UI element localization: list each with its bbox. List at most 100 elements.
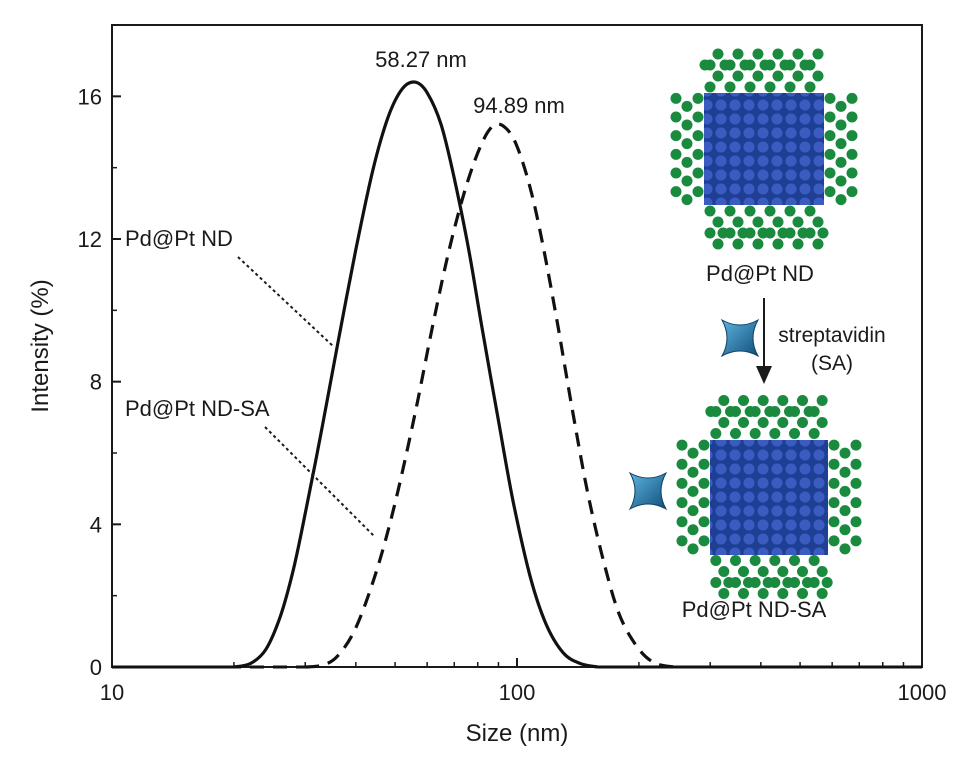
- shell-dot: [757, 395, 769, 406]
- shell-dot: [835, 119, 847, 131]
- y-tick-label: 0: [90, 655, 102, 680]
- shell-dot: [835, 194, 847, 206]
- shell-dot: [724, 205, 736, 217]
- series-line-nd: [233, 80, 598, 669]
- shell-dot: [828, 516, 840, 528]
- shell-dot: [824, 92, 836, 104]
- shell-dot: [817, 227, 829, 239]
- inset-schematic: Pd@Pt ND streptavidin (SA) Pd@Pt ND-SA: [628, 48, 886, 622]
- shell-dot: [812, 216, 824, 228]
- shell-dot: [692, 148, 704, 160]
- axes: 0 4 8 12 16 10 100 1000: [78, 84, 947, 705]
- shell-dot: [757, 417, 769, 428]
- shell-dot: [846, 148, 858, 160]
- shell-dot: [804, 205, 816, 217]
- shell-dot: [724, 81, 736, 93]
- shell-dot: [824, 130, 836, 142]
- shell-dot: [816, 395, 828, 406]
- shell-dot: [839, 466, 851, 478]
- shell-dot: [681, 194, 693, 206]
- shell-dot: [738, 417, 749, 428]
- shell-dot: [718, 566, 730, 577]
- shell-dot: [681, 100, 693, 112]
- shell-dot: [839, 485, 851, 497]
- shell-dot: [784, 81, 796, 93]
- shell-dot: [850, 439, 862, 451]
- shell-dot: [850, 535, 862, 547]
- shell-dot: [692, 186, 704, 198]
- shell-dot: [670, 92, 682, 104]
- shell-branches-top: [670, 48, 858, 250]
- shell-dot: [676, 439, 688, 451]
- shell-dot: [797, 588, 808, 599]
- series-label-nd-sa: Pd@Pt ND-SA: [125, 396, 270, 421]
- shell-dot: [712, 238, 724, 250]
- shell-dot: [744, 205, 756, 217]
- shell-dot: [698, 497, 710, 509]
- shell-dot: [687, 466, 699, 478]
- shell-dot: [759, 59, 771, 71]
- shell-dot: [812, 238, 824, 250]
- series-line-nd-sa: [305, 122, 675, 669]
- shell-dot: [670, 186, 682, 198]
- shell-dot: [797, 395, 808, 406]
- shell-dot: [730, 555, 741, 566]
- series-layer: [112, 80, 922, 669]
- shell-dot: [692, 167, 704, 179]
- shell-dot: [846, 92, 858, 104]
- shell-dot: [752, 70, 764, 82]
- shell-dot: [712, 48, 724, 60]
- y-tick-label: 16: [78, 84, 102, 109]
- shell-dot: [772, 48, 784, 60]
- shell-dot: [764, 205, 776, 217]
- y-tick-label: 4: [90, 512, 102, 537]
- shell-dot: [835, 100, 847, 112]
- shell-dot: [676, 477, 688, 489]
- shell-dot: [710, 577, 722, 588]
- shell-dot: [846, 111, 858, 123]
- shell-dot: [839, 543, 851, 555]
- shell-dot: [676, 516, 688, 528]
- shell-dot: [752, 48, 764, 60]
- shell-dot: [705, 406, 717, 417]
- shell-dot: [712, 70, 724, 82]
- shell-dot: [769, 555, 781, 566]
- shell-dot: [749, 577, 761, 588]
- shell-dot: [772, 70, 784, 82]
- series-label-nd: Pd@Pt ND: [125, 226, 233, 251]
- reaction-arrow-head: [756, 366, 772, 384]
- shell-dot: [839, 505, 851, 517]
- shell-dot: [828, 439, 840, 451]
- shell-dot: [698, 516, 710, 528]
- leader-line-nd-sa: [264, 426, 376, 538]
- inset-top-label: Pd@Pt ND: [706, 261, 814, 286]
- shell-dot: [739, 59, 751, 71]
- shell-dot: [789, 577, 800, 588]
- shell-dot: [789, 555, 800, 566]
- shell-dot: [792, 216, 804, 228]
- shell-dot: [692, 111, 704, 123]
- core-bottom: [710, 440, 828, 555]
- shell-dot: [777, 395, 789, 406]
- shell-dot: [777, 566, 789, 577]
- shell-dot: [846, 167, 858, 179]
- shell-dot: [732, 216, 744, 228]
- shell-dot: [789, 428, 800, 439]
- y-axis-title: Intensity (%): [27, 279, 54, 412]
- shell-dot: [719, 59, 731, 71]
- shell-dot: [812, 70, 824, 82]
- shell-dot: [681, 138, 693, 150]
- shell-dot: [698, 458, 710, 470]
- shell-dot: [824, 111, 836, 123]
- shell-dot: [835, 156, 847, 168]
- shell-dot: [692, 92, 704, 104]
- shell-dot: [704, 81, 716, 93]
- leader-line-nd: [237, 256, 335, 348]
- shell-dot: [797, 417, 808, 428]
- shell-dot: [692, 130, 704, 142]
- shell-dot: [828, 535, 840, 547]
- shell-dot: [681, 156, 693, 168]
- x-tick-label: 100: [499, 680, 536, 705]
- shell-dot: [804, 227, 816, 239]
- shell-dot: [772, 216, 784, 228]
